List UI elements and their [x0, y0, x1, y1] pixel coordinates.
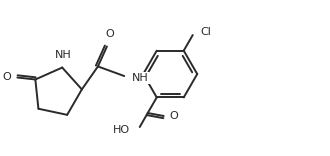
Text: O: O: [3, 73, 11, 83]
Text: NH: NH: [55, 50, 72, 60]
Text: HO: HO: [113, 125, 130, 135]
Text: Cl: Cl: [201, 27, 212, 37]
Text: NH: NH: [132, 73, 149, 83]
Text: O: O: [106, 29, 114, 39]
Text: O: O: [170, 111, 179, 121]
